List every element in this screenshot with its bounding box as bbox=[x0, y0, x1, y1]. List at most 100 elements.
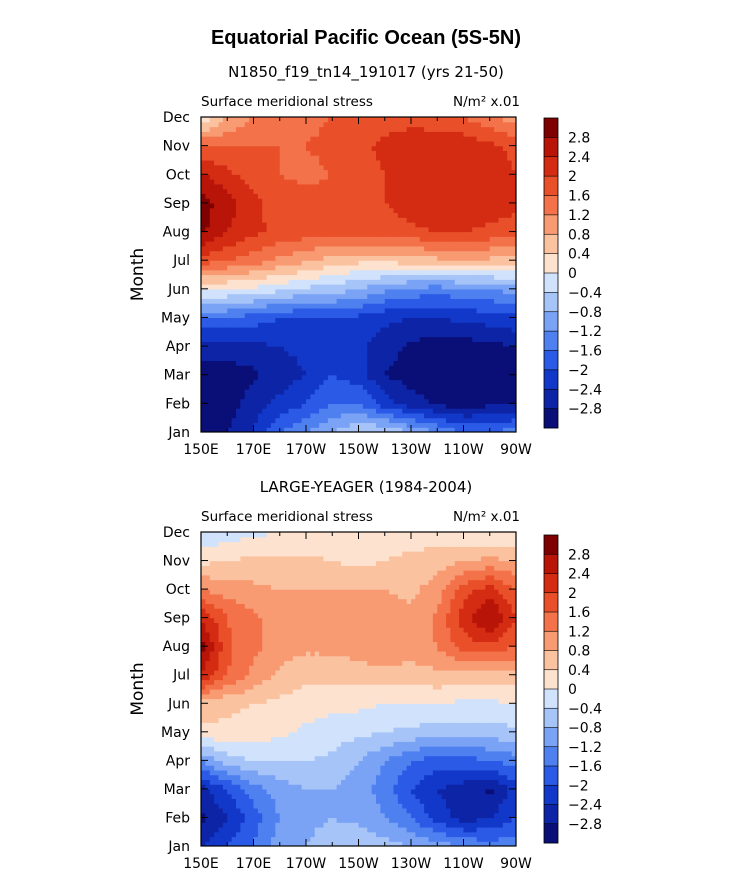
heatmap-cell bbox=[384, 159, 390, 166]
heatmap-cell bbox=[332, 150, 338, 156]
heatmap-cell bbox=[319, 360, 325, 366]
heatmap-cell bbox=[205, 279, 211, 285]
y-axis-label: Month bbox=[128, 248, 148, 301]
heatmap-cell bbox=[358, 207, 364, 214]
heatmap-cell bbox=[214, 841, 220, 846]
heatmap-cell bbox=[218, 322, 224, 328]
heatmap-cell bbox=[376, 159, 381, 166]
heatmap-cell bbox=[336, 355, 342, 362]
heatmap-cell bbox=[231, 159, 237, 166]
heatmap-cell bbox=[485, 288, 491, 295]
heatmap-cell bbox=[376, 202, 381, 209]
heatmap-cell bbox=[463, 222, 469, 228]
heatmap-cell bbox=[257, 831, 263, 838]
heatmap-cell bbox=[341, 374, 346, 381]
heatmap-cell bbox=[288, 226, 294, 233]
heatmap-cell bbox=[231, 826, 237, 833]
heatmap-cell bbox=[476, 255, 482, 261]
heatmap-cell bbox=[288, 174, 294, 180]
heatmap-cell bbox=[236, 279, 241, 285]
heatmap-cell bbox=[415, 417, 421, 424]
heatmap-cell bbox=[314, 389, 320, 395]
heatmap-cell bbox=[376, 131, 381, 137]
heatmap-cell bbox=[424, 145, 430, 152]
heatmap-cell bbox=[511, 241, 516, 247]
heatmap-cell bbox=[389, 145, 395, 152]
heatmap-cell bbox=[240, 274, 246, 280]
heatmap-cell bbox=[384, 121, 390, 128]
heatmap-cell bbox=[301, 226, 307, 233]
heatmap-cell bbox=[297, 379, 303, 385]
heatmap-cell bbox=[306, 169, 311, 175]
heatmap-cell bbox=[292, 241, 298, 247]
heatmap-cell bbox=[437, 398, 443, 404]
heatmap-cell bbox=[332, 317, 338, 323]
heatmap-cell bbox=[463, 398, 469, 404]
heatmap-cell bbox=[397, 288, 403, 295]
heatmap-cell bbox=[306, 279, 311, 285]
heatmap-cell bbox=[336, 169, 342, 175]
heatmap-cell bbox=[481, 288, 486, 295]
heatmap-cell bbox=[463, 202, 469, 209]
heatmap-cell bbox=[384, 398, 390, 404]
heatmap-cell bbox=[428, 140, 434, 147]
heatmap-cell bbox=[389, 331, 395, 338]
heatmap-cell bbox=[454, 159, 460, 166]
heatmap-cell bbox=[402, 417, 408, 424]
heatmap-cell bbox=[336, 384, 342, 390]
heatmap-cell bbox=[306, 131, 311, 137]
heatmap-cell bbox=[301, 427, 307, 432]
heatmap-cell bbox=[485, 131, 491, 137]
heatmap-cell bbox=[406, 369, 412, 376]
heatmap-cell bbox=[393, 336, 399, 342]
heatmap-cell bbox=[424, 155, 430, 161]
heatmap-cell bbox=[463, 317, 469, 323]
heatmap-cell bbox=[428, 183, 434, 190]
heatmap-cell bbox=[319, 217, 325, 223]
heatmap-cell bbox=[218, 250, 224, 257]
heatmap-cell bbox=[507, 346, 513, 352]
heatmap-cell bbox=[349, 150, 355, 156]
heatmap-cell bbox=[419, 341, 425, 347]
heatmap-cell bbox=[415, 198, 421, 204]
heatmap-cell bbox=[415, 389, 421, 395]
heatmap-cell bbox=[266, 322, 272, 328]
heatmap-cell bbox=[397, 403, 403, 409]
heatmap-cell bbox=[323, 327, 329, 333]
heatmap-cell bbox=[310, 183, 316, 190]
heatmap-cell bbox=[428, 274, 434, 280]
heatmap-cell bbox=[218, 131, 224, 137]
heatmap-cell bbox=[415, 298, 421, 304]
heatmap-cell bbox=[432, 384, 438, 390]
heatmap-cell bbox=[341, 312, 346, 319]
heatmap-cell bbox=[476, 427, 482, 432]
heatmap-cell bbox=[415, 245, 421, 252]
heatmap-cell bbox=[345, 350, 351, 357]
heatmap-cell bbox=[327, 212, 333, 218]
heatmap-cell bbox=[310, 159, 316, 166]
heatmap-cell bbox=[459, 288, 465, 295]
heatmap-cell bbox=[271, 836, 276, 842]
heatmap-cell bbox=[441, 150, 447, 156]
heatmap-cell bbox=[354, 169, 360, 175]
heatmap-cell bbox=[498, 117, 504, 123]
heatmap-cell bbox=[222, 241, 228, 247]
heatmap-cell bbox=[393, 293, 399, 299]
heatmap-cell bbox=[406, 293, 412, 299]
heatmap-cell bbox=[249, 403, 255, 409]
heatmap-cell bbox=[415, 327, 421, 333]
heatmap-cell bbox=[446, 188, 451, 194]
heatmap-cell bbox=[428, 341, 434, 347]
heatmap-cell bbox=[494, 312, 500, 319]
heatmap-cell bbox=[446, 250, 451, 257]
heatmap-cell bbox=[257, 427, 263, 432]
heatmap-cell bbox=[358, 317, 364, 323]
heatmap-cell bbox=[371, 417, 377, 424]
heatmap-cell bbox=[327, 312, 333, 319]
heatmap-cell bbox=[454, 269, 460, 276]
heatmap-cell bbox=[494, 360, 500, 366]
heatmap-cell bbox=[275, 274, 281, 280]
heatmap-cell bbox=[249, 393, 255, 400]
heatmap-cell bbox=[489, 274, 495, 280]
heatmap-cell bbox=[507, 274, 513, 280]
